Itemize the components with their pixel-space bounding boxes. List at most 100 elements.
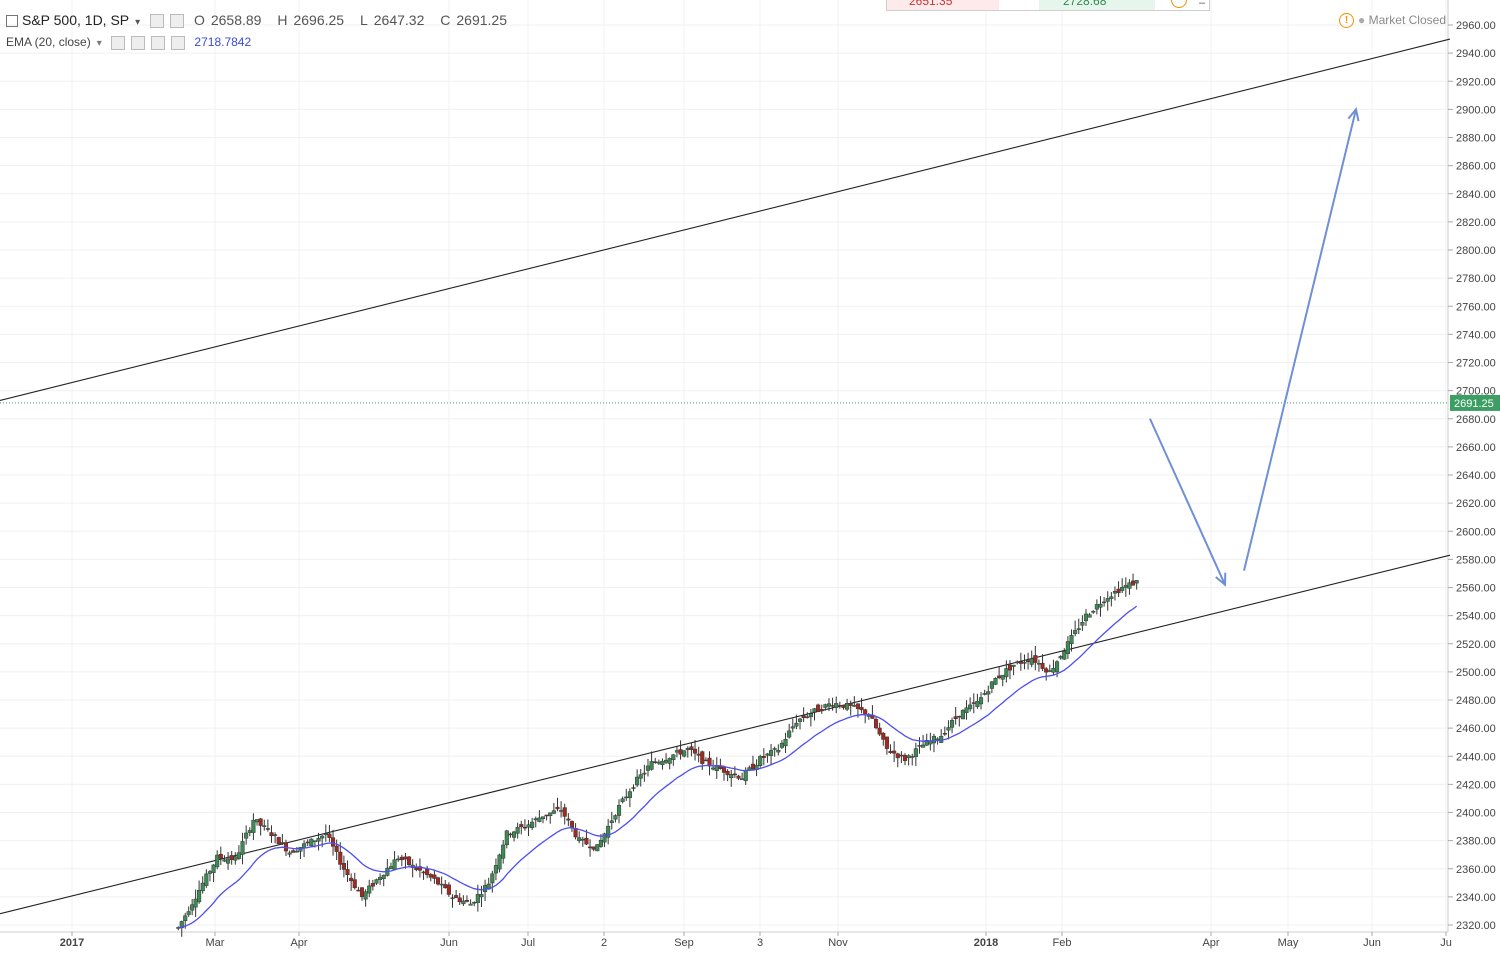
candle-body-163: [765, 753, 770, 756]
candle-body-189: [859, 707, 864, 711]
down-arrow-head[interactable]: [1215, 572, 1227, 587]
order-panel[interactable]: 2651.35 2728.68 –: [886, 0, 1210, 11]
candle-body-194: [877, 727, 882, 735]
candle-body-31: [287, 852, 292, 855]
candle-body-63: [403, 856, 408, 860]
candle-body-260: [1116, 588, 1121, 594]
candle-body-44: [334, 845, 339, 852]
ask-price[interactable]: 2728.68: [1039, 0, 1155, 10]
candle-body-134: [660, 760, 665, 765]
candle-body-19: [244, 832, 249, 839]
format-icon[interactable]: [170, 14, 185, 29]
candle-body-106: [559, 810, 564, 812]
market-status[interactable]: ! ● Market Closed: [1339, 13, 1446, 29]
candle-body-39: [316, 838, 321, 842]
candle-body-72: [435, 877, 441, 885]
candle-body-126: [631, 787, 636, 789]
candle-body-67: [417, 866, 422, 871]
legend-header: S&P 500, 1D, SP ▾ O 2658.89 H 2696.25 L 2647…: [6, 12, 519, 29]
candle-body-100: [537, 817, 542, 822]
x-tick-label-10: Feb: [1053, 937, 1072, 949]
symbol-dropdown-icon[interactable]: ▾: [135, 17, 141, 28]
y-tick-label-27: 2860.00: [1456, 161, 1496, 173]
alert-icon[interactable]: [1171, 0, 1187, 8]
price-axis[interactable]: 2320.00 2340.00 2360.00 2380.00 2400.00 2420.…: [1448, 20, 1500, 932]
candle-body-151: [721, 766, 727, 773]
candle-body-212: [942, 732, 947, 735]
candle-body-115: [591, 846, 596, 850]
plus-icon[interactable]: [151, 35, 166, 50]
trendlines[interactable]: [0, 38, 1451, 915]
open-value: 2658.89: [210, 12, 262, 28]
candle-body-69: [425, 868, 430, 876]
indicator-legend: EMA (20, close) ▾ 2718.7842: [6, 35, 257, 50]
x-tick-label-0: 2017: [60, 937, 84, 949]
gear-icon[interactable]: [131, 35, 146, 50]
candle-body-133: [656, 761, 661, 764]
candle-body-79: [461, 900, 466, 905]
settings-icon[interactable]: [150, 14, 165, 29]
eye-icon[interactable]: [111, 35, 126, 50]
candle-body-24: [262, 825, 267, 827]
candle-body-22: [254, 819, 260, 823]
last-price-tag[interactable]: [1450, 394, 1500, 411]
candle-body-184: [841, 704, 846, 708]
candle-body-37: [309, 838, 314, 847]
y-tick-label-29: 2900.00: [1456, 104, 1496, 116]
bid-price[interactable]: 2651.35: [887, 0, 999, 10]
candle-body-173: [801, 715, 806, 719]
time-axis[interactable]: 2017 Mar Apr Jun Jul 2 Sep 3 Nov 2018 Feb Apr May Jun…: [60, 932, 1452, 949]
candle-body-78: [457, 897, 462, 903]
candle-body-199: [895, 753, 900, 759]
candle-body-170: [790, 726, 795, 729]
candle-body-57: [381, 874, 386, 879]
candle-body-81: [468, 903, 473, 906]
ema-dropdown-icon[interactable]: ▾: [96, 38, 102, 49]
x-tick-label-8: Nov: [828, 937, 848, 949]
projection-arrows[interactable]: [1149, 107, 1360, 587]
candle-body-91: [504, 830, 509, 846]
up-arrow-head[interactable]: [1347, 107, 1360, 122]
high-value: 2696.25: [293, 12, 345, 28]
candle-body-34: [298, 847, 303, 852]
candle-body-179: [823, 704, 828, 708]
market-status-text: Market Closed: [1368, 13, 1446, 27]
candle-body-138: [674, 750, 679, 753]
close-icon[interactable]: [171, 35, 186, 50]
down-arrow-shaft[interactable]: [1149, 418, 1226, 586]
candle-body-148: [711, 767, 716, 770]
candle-body-18: [240, 841, 245, 855]
candle-body-185: [845, 703, 850, 710]
candle-body-259: [1112, 591, 1118, 594]
y-tick-label-12: 2560.00: [1456, 583, 1496, 595]
candle-body-229: [1004, 668, 1009, 678]
y-tick-label-19: 2700.00: [1456, 386, 1496, 398]
y-tick-label-10: 2520.00: [1456, 639, 1496, 651]
candle-body-261: [1120, 586, 1125, 591]
upper-channel-line[interactable]: [0, 38, 1451, 402]
up-arrow-shaft[interactable]: [1243, 109, 1357, 571]
candle-body-88: [493, 865, 498, 874]
ema-title[interactable]: EMA (20, close): [6, 35, 91, 49]
candle-body-9: [207, 871, 213, 874]
candle-body-103: [548, 812, 553, 817]
candle-body-113: [584, 837, 589, 845]
candle-body-243: [1054, 661, 1060, 673]
symbol-title[interactable]: S&P 500, 1D, SP: [22, 12, 130, 28]
candle-body-206: [921, 744, 926, 748]
candle-body-70: [428, 874, 433, 878]
candle-body-3: [186, 911, 191, 915]
candle-body-146: [703, 759, 708, 762]
candle-body-40: [320, 835, 325, 839]
candle-body-56: [378, 877, 383, 880]
x-tick-label-6: Sep: [674, 937, 694, 949]
collapse-icon[interactable]: [6, 15, 18, 28]
candle-body-52: [363, 891, 368, 900]
minimize-icon[interactable]: –: [1199, 0, 1206, 9]
candle-body-45: [338, 851, 343, 865]
candle-body-35: [302, 843, 307, 848]
candle-body-256: [1102, 601, 1107, 604]
candle-body-29: [280, 842, 285, 844]
candle-body-226: [993, 678, 998, 685]
